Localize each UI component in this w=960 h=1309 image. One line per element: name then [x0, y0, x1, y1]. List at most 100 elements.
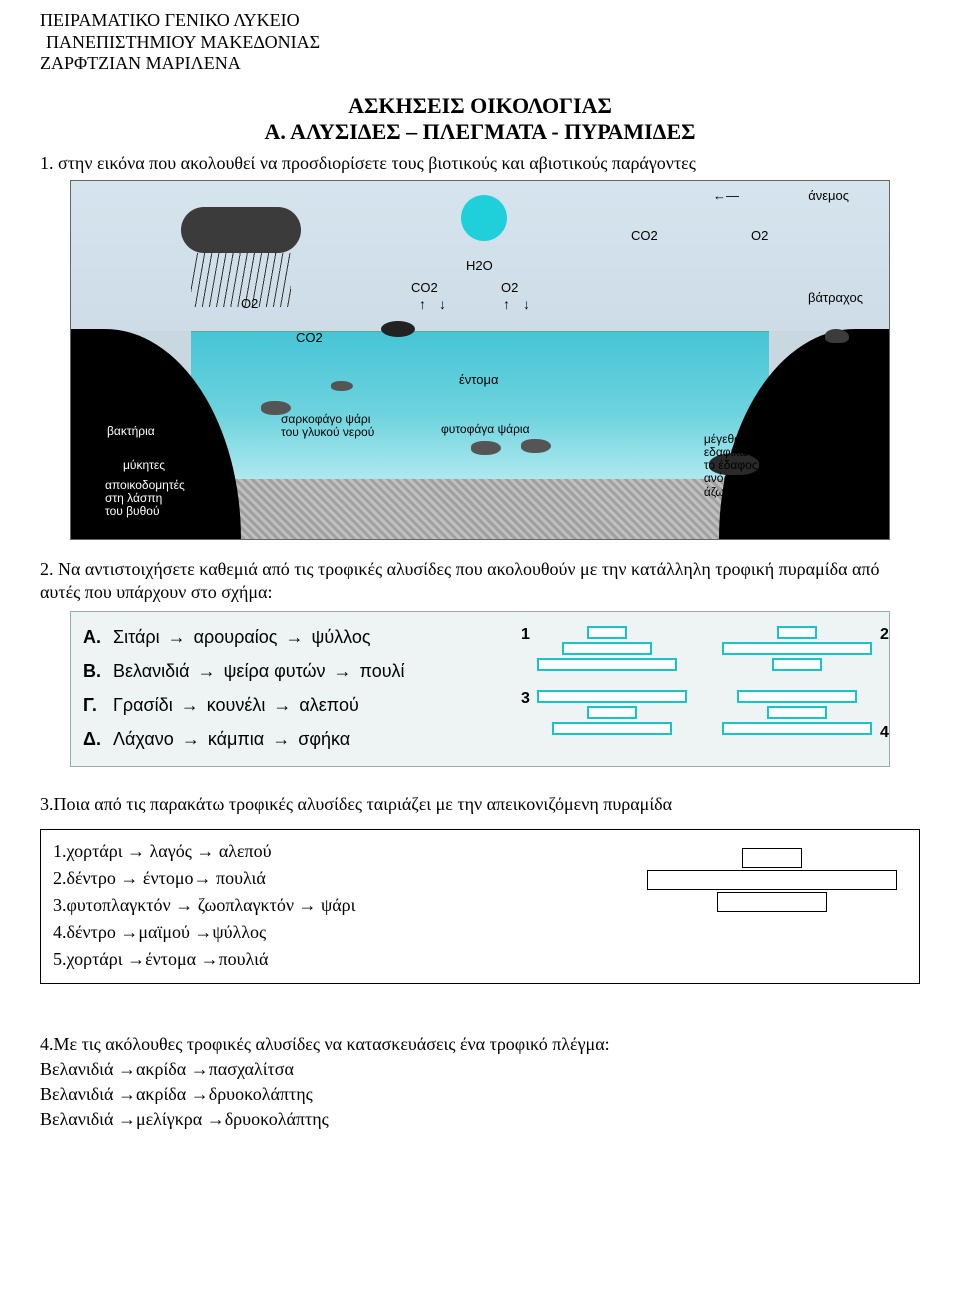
chain-row: Α.Σιτάρι→αρουραίος→ψύλλος: [83, 620, 509, 654]
arrow-icon: →: [127, 841, 145, 861]
chain-key: Γ.: [83, 688, 105, 722]
question-3-text: 3.Ποια από τις παρακάτω τροφικές αλυσίδε…: [40, 793, 920, 816]
arrow-icon: →: [207, 1109, 225, 1129]
arrow-icon: →: [191, 1084, 209, 1104]
pyramid-bar: [552, 722, 672, 735]
arrow-icon: →: [273, 688, 291, 722]
pyramid-bar: [562, 642, 652, 655]
label-apoikod: αποικοδομητές στη λάσπη του βυθού: [105, 479, 185, 519]
question-2-text: 2. Να αντιστοιχήσετε καθεμιά από τις τρο…: [40, 558, 920, 605]
chain-item: πουλί: [360, 654, 405, 688]
pyramid-bar: [717, 892, 827, 912]
q3-chain-line: 2.δέντρο → έντομο→ πουλιά: [53, 865, 627, 892]
chain-item: Γρασίδι: [113, 688, 173, 722]
label-sarkofago: σαρκοφάγο ψάρι του γλυκού νερού: [281, 413, 374, 439]
arrow-icon: →: [198, 654, 216, 688]
label-o2-a: O2: [751, 229, 768, 243]
arrow-icon: →: [334, 654, 352, 688]
label-h2o: H2O: [466, 259, 493, 273]
chain-item: Λάχανο: [113, 722, 174, 756]
label-co2-a: CO2: [631, 229, 658, 243]
label-soilnote: μέγεθος και τύπος εδαφικών μορίων: το έδ…: [704, 433, 849, 499]
chain-item: Σιτάρι: [113, 620, 160, 654]
header-line-2: ΠΑΝΕΠΙΣΤΗΜΙΟΥ ΜΑΚΕΔΟΝΙΑΣ: [40, 32, 920, 54]
title-main: ΑΣΚΗΣΕΙΣ ΟΙΚΟΛΟΓΙΑΣ: [40, 93, 920, 119]
label-o2-b: O2: [501, 281, 518, 295]
mini-pyramid: 3: [537, 690, 697, 742]
cloud-icon: [181, 207, 301, 253]
pyramid-bar: [737, 690, 857, 703]
chain-item: κουνέλι: [207, 688, 266, 722]
chain-item: αρουραίος: [194, 620, 278, 654]
mini-pyramid: 2: [722, 626, 882, 678]
fish-icon: [521, 439, 551, 453]
chain-item: ψύλλος: [311, 620, 370, 654]
arrow-icon: →: [285, 620, 303, 654]
frog-icon: [825, 329, 849, 343]
q4-intro: 4.Με τις ακόλουθες τροφικές αλυσίδες να …: [40, 1032, 920, 1057]
arrow-icon: →: [175, 895, 193, 915]
chain-item: σφήκα: [298, 722, 350, 756]
question-1-text: 1. στην εικόνα που ακολουθεί να προσδιορ…: [40, 153, 920, 174]
chain-key: Β.: [83, 654, 105, 688]
pyramid-bar: [722, 642, 872, 655]
arrow-icon: →: [181, 688, 199, 722]
arrow-icon: →: [196, 841, 214, 861]
q3-chain-line: 4.δέντρο →μαϊμού →ψύλλος: [53, 919, 627, 946]
label-bacteria: βακτήρια: [107, 425, 155, 438]
q4-chain-line: Βελανιδιά →ακρίδα →δρυοκολάπτης: [40, 1082, 920, 1107]
q3-chain-line: 1.χορτάρι → λαγός → αλεπού: [53, 838, 627, 865]
pyramid-bar: [647, 870, 897, 890]
chain-item: αλεπού: [299, 688, 358, 722]
chain-row: Γ.Γρασίδι→κουνέλι→αλεπού: [83, 688, 509, 722]
pyramid-bar: [767, 706, 827, 719]
fish-icon: [331, 381, 353, 391]
label-mykites: μύκητες: [123, 459, 165, 472]
q3-box: 1.χορτάρι → λαγός → αλεπού2.δέντρο → έντ…: [40, 829, 920, 984]
chain-row: Δ.Λάχανο→κάμπια→σφήκα: [83, 722, 509, 756]
pyramid-bar: [777, 626, 817, 639]
label-entoma: έντομα: [459, 373, 498, 387]
turtle-icon: [381, 321, 415, 337]
pyramid-number: 1: [521, 626, 530, 644]
arrow-icon: →: [272, 722, 290, 756]
q4-chain-line: Βελανιδιά →ακρίδα →πασχαλίτσα: [40, 1057, 920, 1082]
pyramid-number: 4: [880, 724, 889, 742]
label-anemos: άνεμος: [808, 189, 849, 203]
pyramid-bar: [742, 848, 802, 868]
arrow-icon: →: [168, 620, 186, 654]
q3-chain-line: 3.φυτοπλαγκτόν → ζωοπλαγκτόν → ψάρι: [53, 892, 627, 919]
pyramid-number: 3: [521, 690, 530, 708]
question-4: 4.Με τις ακόλουθες τροφικές αλυσίδες να …: [40, 1032, 920, 1133]
arrow-icon: →: [118, 1109, 136, 1129]
label-co2-left: CO2: [296, 331, 323, 345]
chains-pyramids-panel: Α.Σιτάρι→αρουραίος→ψύλλοςΒ.Βελανιδιά→ψεί…: [70, 611, 890, 768]
title-sub: Α. ΑΛΥΣΙΔΕΣ – ΠΛΕΓΜΑΤΑ - ΠΥΡΑΜΙΔΕΣ: [40, 119, 920, 145]
mini-pyramid: 1: [537, 626, 697, 678]
arrow-icon: →: [298, 895, 316, 915]
pyramid-bar: [537, 658, 677, 671]
q3-pyramid: [647, 838, 907, 928]
label-fytofaga: φυτοφάγα ψάρια: [441, 423, 530, 436]
arrow-icon: →: [194, 922, 212, 942]
ecosystem-diagram: άνεμος ←— CO2 O2 H2O CO2 O2 ↑ ↓ ↑ ↓ O2 C…: [70, 180, 890, 540]
chain-row: Β.Βελανιδιά→ψείρα φυτών→πουλί: [83, 654, 509, 688]
pyramid-bar: [537, 690, 687, 703]
header-line-1: ΠΕΙΡΑΜΑΤΙΚΟ ΓΕΝΙΚΟ ΛΥΚΕΙΟ: [40, 10, 920, 32]
fish-icon: [471, 441, 501, 455]
arrow-icon: →: [118, 1084, 136, 1104]
arrow-icon: →: [120, 922, 138, 942]
label-vatraxos: βάτραχος: [808, 291, 863, 305]
label-co2-b: CO2: [411, 281, 438, 295]
sun-icon: [461, 195, 507, 241]
pyramid-bar: [772, 658, 822, 671]
chain-item: Βελανιδιά: [113, 654, 190, 688]
arrow-icon: →: [127, 949, 145, 969]
arrow-icon: →: [118, 1059, 136, 1079]
q3-chain-line: 5.χορτάρι →έντομα →πουλιά: [53, 946, 627, 973]
chain-item: κάμπια: [208, 722, 264, 756]
arrow-icon: →: [120, 868, 138, 888]
q4-chain-line: Βελανιδιά →μελίγκρα →δρυοκολάπτης: [40, 1107, 920, 1132]
chain-key: Α.: [83, 620, 105, 654]
arrow-icon: →: [194, 868, 212, 888]
